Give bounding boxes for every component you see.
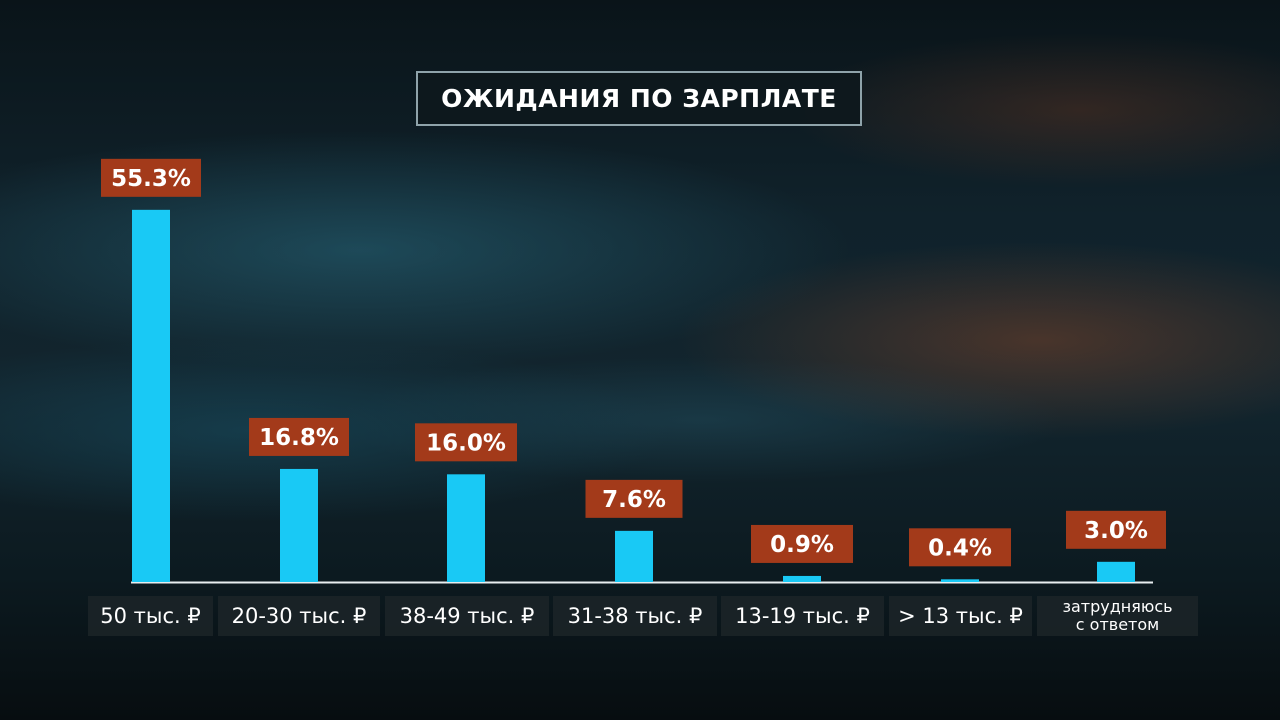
category-label: затрудняюсь с ответом	[1037, 596, 1198, 636]
value-label-box	[751, 524, 853, 563]
category-label: 13-19 тыс. ₽	[721, 596, 884, 636]
bar	[280, 468, 318, 582]
value-label: 0.9%	[751, 524, 853, 563]
value-label: 0.4%	[909, 528, 1011, 567]
value-label: 3.0%	[1066, 510, 1166, 549]
bar	[941, 579, 979, 582]
value-label: 55.3%	[101, 158, 201, 197]
bar	[1097, 561, 1135, 582]
value-label-box	[909, 528, 1011, 567]
category-label: 31-38 тыс. ₽	[553, 596, 717, 636]
value-label-text: 55.3%	[111, 166, 191, 192]
bar	[447, 474, 485, 582]
value-label: 16.0%	[415, 423, 517, 462]
value-label-text: 16.8%	[259, 425, 339, 451]
category-label: 50 тыс. ₽	[88, 596, 213, 636]
bar	[783, 575, 821, 582]
value-label: 7.6%	[585, 479, 683, 518]
value-label-box	[415, 423, 517, 462]
value-label-box	[1066, 510, 1166, 549]
value-label-text: 0.4%	[928, 535, 992, 561]
bar	[132, 209, 170, 582]
chart-title: ОЖИДАНИЯ ПО ЗАРПЛАТЕ	[441, 84, 837, 113]
value-label-text: 7.6%	[602, 487, 666, 513]
value-label-box	[101, 158, 201, 197]
value-label: 16.8%	[249, 417, 349, 456]
chart-title-box: ОЖИДАНИЯ ПО ЗАРПЛАТЕ	[416, 71, 862, 126]
category-label: > 13 тыс. ₽	[889, 596, 1032, 636]
bar	[615, 530, 653, 582]
category-label: 20-30 тыс. ₽	[218, 596, 380, 636]
value-label-text: 0.9%	[770, 532, 834, 558]
value-label-box	[585, 479, 683, 518]
value-label-text: 16.0%	[426, 430, 506, 456]
category-label: 38-49 тыс. ₽	[385, 596, 549, 636]
value-label-box	[249, 417, 349, 456]
value-label-text: 3.0%	[1084, 518, 1148, 544]
